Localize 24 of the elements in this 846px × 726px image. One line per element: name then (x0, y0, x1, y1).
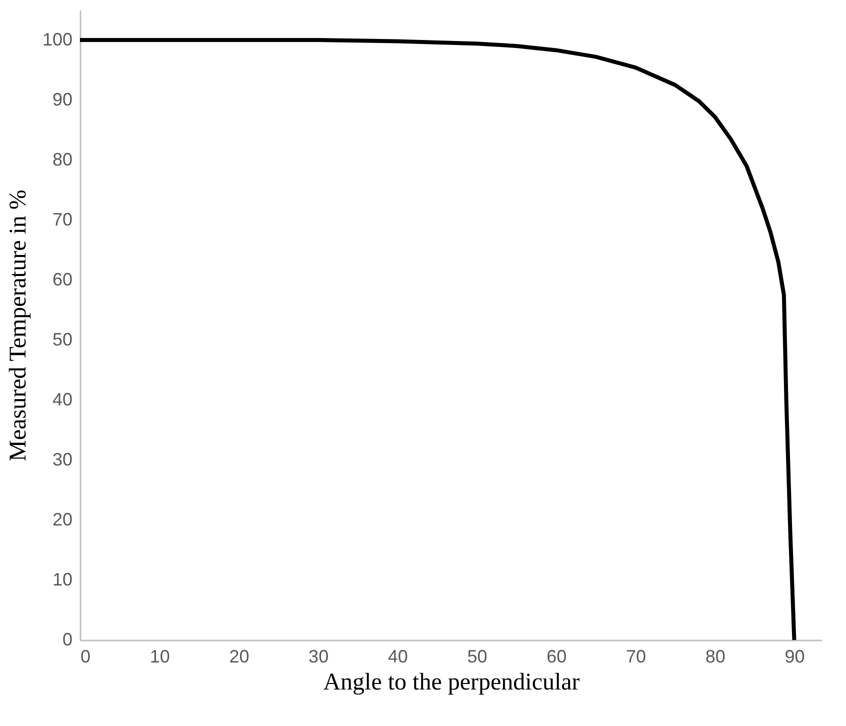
line-series (80, 38, 796, 640)
x-axis-title: Angle to the perpendicular (323, 670, 580, 696)
y-tick-label: 60 (52, 270, 72, 290)
y-tick-label: 100 (42, 30, 72, 50)
x-tick-label: 50 (467, 646, 488, 666)
y-tick-label: 70 (52, 210, 72, 230)
y-tick-label: 0 (62, 630, 72, 650)
x-tick-label: 30 (308, 646, 329, 666)
x-tick-label: 0 (80, 646, 91, 666)
y-axis-title: Measured Temperature in % (5, 190, 32, 462)
x-tick-label: 40 (388, 646, 408, 666)
y-tick-label: 10 (52, 570, 72, 590)
y-tick-label: 20 (52, 510, 72, 530)
x-tick-label: 60 (546, 646, 567, 666)
x-tick-label: 80 (705, 646, 726, 666)
y-tick-label: 90 (52, 90, 72, 110)
y-tick-label: 30 (52, 450, 72, 470)
y-tick-label: 80 (52, 150, 72, 170)
x-tick-label: 70 (626, 646, 646, 666)
y-tick-label: 50 (52, 330, 72, 350)
x-tick-label: 20 (229, 646, 250, 666)
y-tick-label: 40 (52, 390, 72, 410)
x-tick-label: 90 (784, 646, 805, 666)
x-tick-label: 10 (150, 646, 170, 666)
